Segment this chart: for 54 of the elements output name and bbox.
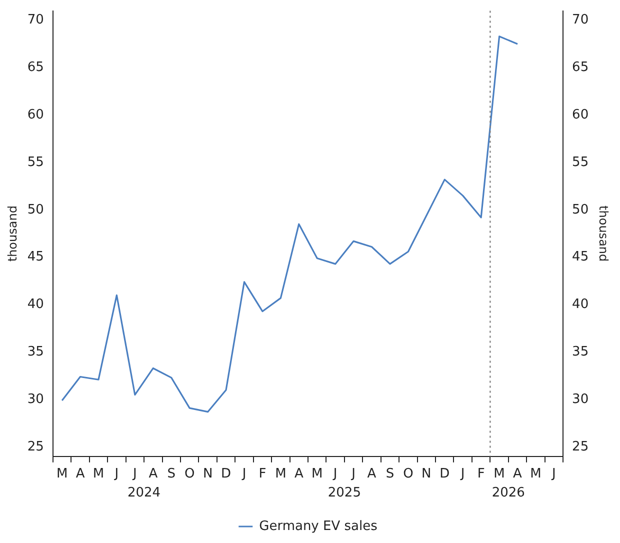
y-tick-label: 40 <box>27 297 44 312</box>
y2-tick-label: 55 <box>572 154 589 170</box>
y2-tick-label: 45 <box>572 250 589 265</box>
x-tick-label: M <box>494 466 505 482</box>
x-tick-label: J <box>114 466 119 482</box>
x-tick-label: J <box>132 466 137 482</box>
y2-tick-label: 50 <box>572 202 589 218</box>
x-tick-label: F <box>477 466 485 482</box>
y-axis-title: thousand <box>5 206 20 262</box>
y-tick-label: 60 <box>27 107 44 122</box>
y-tick-label: 35 <box>27 344 44 360</box>
y2-axis-title: thousand <box>596 206 611 262</box>
x-tick-label: A <box>294 466 304 482</box>
y-tick-label: 45 <box>27 250 44 265</box>
x-tick-label: O <box>184 466 195 482</box>
x-tick-label: D <box>221 466 232 482</box>
y2-tick-label: 25 <box>572 439 589 454</box>
text: 2025 <box>328 485 361 500</box>
x-tick-label: A <box>76 466 85 482</box>
y2-tick-label: 60 <box>572 107 589 122</box>
x-tick-label: S <box>167 466 176 482</box>
x-tick-label: J <box>350 466 356 482</box>
x-tick-label: J <box>332 466 338 482</box>
x-tick-label: J <box>460 466 465 482</box>
x-tick-label: A <box>148 466 158 482</box>
x-tick-label: J <box>241 466 246 482</box>
x-tick-label: O <box>403 466 414 482</box>
y2-tick-label: 70 <box>572 12 589 28</box>
x-tick-label: A <box>513 466 522 482</box>
y2-tick-label: 30 <box>572 392 589 407</box>
y2-tick-label: 40 <box>572 297 589 312</box>
y-tick-label: 25 <box>27 439 44 454</box>
y-tick-label: 70 <box>27 12 44 28</box>
x-tick-label: M <box>56 466 68 482</box>
x-tick-label: J <box>551 466 556 482</box>
x-tick-label: N <box>202 466 213 482</box>
x-tick-label: M <box>275 466 286 482</box>
text: 2024 <box>127 485 161 500</box>
y2-tick-label: 35 <box>572 344 589 360</box>
x-tick-label: M <box>92 466 104 482</box>
x-tick-label: N <box>422 466 432 482</box>
y2-tick-label: 65 <box>572 60 589 76</box>
y-tick-label: 50 <box>27 202 44 218</box>
x-tick-label: F <box>258 466 266 482</box>
text: 2026 <box>492 485 525 500</box>
x-tick-label: M <box>530 466 542 482</box>
x-tick-label: A <box>367 466 376 482</box>
x-tick-label: D <box>440 466 450 482</box>
y-tick-label: 30 <box>27 392 44 407</box>
y-tick-label: 65 <box>27 60 44 76</box>
y-tick-label: 55 <box>27 154 44 170</box>
x-tick-label: M <box>312 466 323 482</box>
x-tick-label: S <box>386 466 394 482</box>
legend-label: Germany EV sales <box>259 518 378 534</box>
